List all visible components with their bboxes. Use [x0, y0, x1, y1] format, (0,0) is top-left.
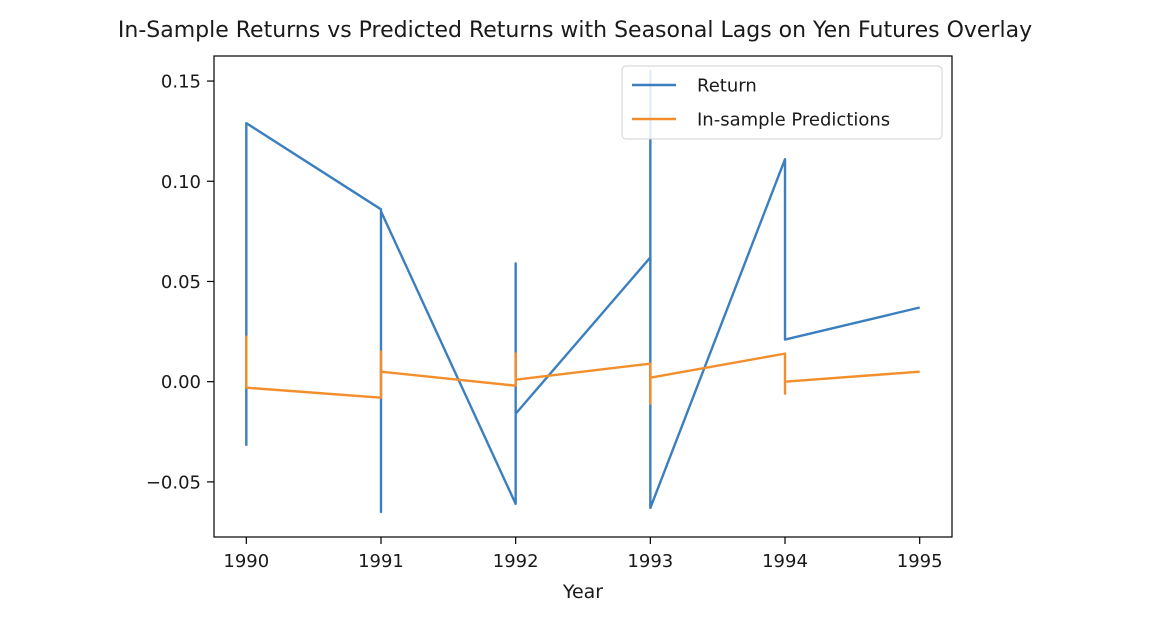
y-tick-label: 0.05 — [161, 272, 201, 293]
y-tick-label: 0.00 — [161, 372, 201, 393]
y-tick-label: 0.10 — [161, 172, 201, 193]
x-tick-label: 1995 — [897, 551, 943, 572]
legend-box — [621, 65, 943, 140]
x-axis-label: Year — [562, 581, 603, 603]
legend: Return In-sample Predictions — [621, 65, 943, 140]
chart-title: In-Sample Returns vs Predicted Returns w… — [117, 18, 1033, 43]
x-tick-label: 1994 — [762, 551, 808, 572]
x-tick-label: 1990 — [223, 551, 269, 572]
y-axis: −0.05 0.00 0.05 0.10 0.15 — [146, 72, 214, 493]
x-axis: 1990 1991 1992 1993 1994 1995 — [223, 537, 943, 572]
plot-frame — [213, 55, 953, 538]
x-tick-label: 1991 — [358, 551, 404, 572]
series-layer — [245, 69, 920, 514]
legend-label: Return — [697, 76, 757, 97]
series-line-2 — [245, 335, 920, 405]
y-tick-label: −0.05 — [146, 472, 201, 493]
x-tick-label: 1992 — [493, 551, 539, 572]
y-tick-label: 0.15 — [161, 72, 201, 93]
series-line-1 — [245, 69, 920, 514]
legend-label: In-sample Predictions — [697, 110, 890, 131]
x-tick-label: 1993 — [627, 551, 673, 572]
